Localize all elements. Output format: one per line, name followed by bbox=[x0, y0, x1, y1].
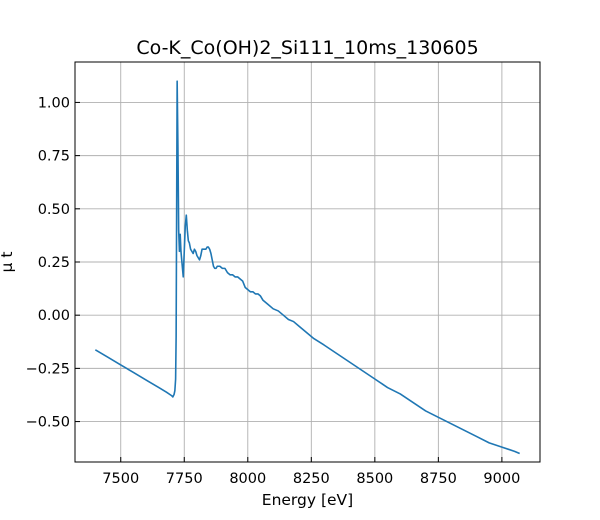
x-tick-label: 7750 bbox=[166, 471, 203, 487]
grid bbox=[75, 62, 540, 462]
x-tick-label: 9000 bbox=[483, 471, 520, 487]
y-tick-label: −0.50 bbox=[26, 415, 70, 431]
x-tick-label: 8500 bbox=[356, 471, 393, 487]
chart-title: Co-K_Co(OH)2_Si111_10ms_130605 bbox=[136, 37, 478, 59]
series-layer bbox=[94, 80, 520, 455]
x-tick-label: 7500 bbox=[102, 471, 139, 487]
y-axis: −0.50 −0.25 0.00 0.25 0.50 0.75 1.00 bbox=[26, 95, 80, 431]
y-axis-title: μ t bbox=[0, 252, 16, 273]
y-tick-label: 0.50 bbox=[38, 202, 70, 218]
y-tick-label: 1.00 bbox=[38, 95, 70, 111]
x-tick-label: 8250 bbox=[293, 471, 330, 487]
x-tick-label: 8000 bbox=[229, 471, 266, 487]
x-tick-label: 8750 bbox=[420, 471, 457, 487]
y-tick-label: 0.75 bbox=[38, 149, 70, 165]
y-tick-label: 0.00 bbox=[38, 308, 70, 324]
y-tick-label: 0.25 bbox=[38, 255, 70, 271]
y-tick-label: −0.25 bbox=[26, 361, 70, 377]
x-axis-title: Energy [eV] bbox=[262, 491, 353, 509]
series-line bbox=[94, 80, 520, 455]
x-axis: 7500 7750 8000 8250 8500 8750 9000 bbox=[102, 457, 520, 487]
